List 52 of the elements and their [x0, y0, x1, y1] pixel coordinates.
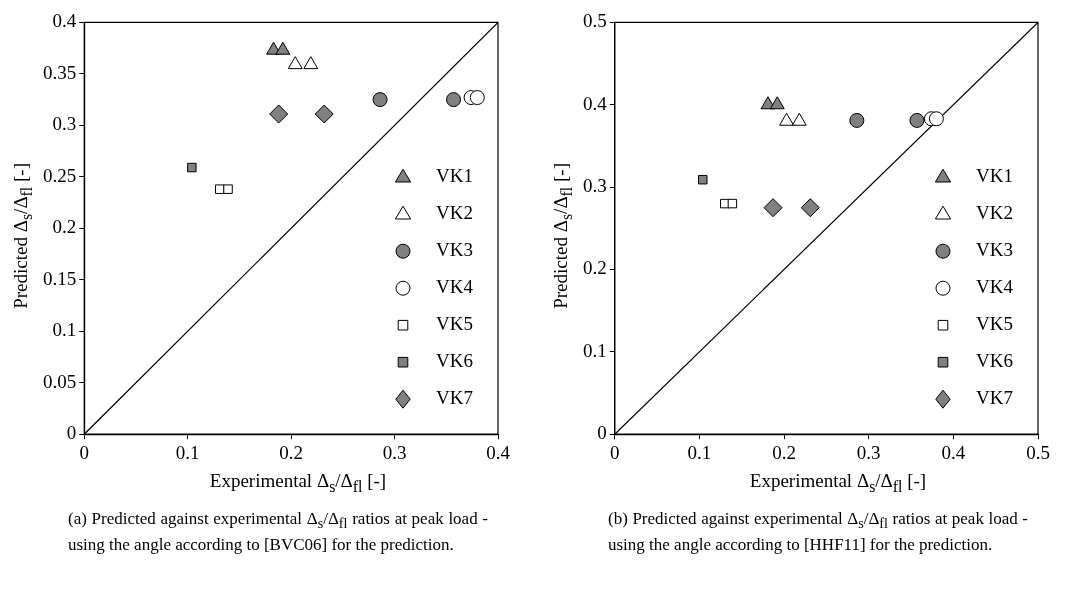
legend-label: VK1 [976, 165, 1013, 187]
y-tick-label: 0.3 [583, 175, 607, 197]
x-tick-label: 0.3 [382, 441, 407, 463]
y-tick-label: 0.35 [43, 61, 77, 83]
point [727, 198, 738, 209]
point [779, 112, 795, 126]
y-tick-label: 0.4 [52, 10, 77, 32]
legend-label: VK3 [436, 239, 473, 261]
y-tick-label: 0.05 [43, 370, 77, 392]
legend-label: VK4 [976, 276, 1014, 298]
point [769, 96, 785, 110]
y-tick-label: 0.25 [43, 164, 77, 186]
x-tick-label: 0.4 [486, 441, 511, 463]
legend-label: VK2 [976, 202, 1013, 224]
point [800, 198, 820, 218]
x-tick-label: 0.4 [941, 441, 966, 463]
text: (b) Predicted against experimental Δ$_{s}$/Δ$_{fl}$ ratios at peak load - using the angle according to [HHF11] for the prediction. [608, 508, 1028, 557]
y-tick-label: 0 [597, 422, 607, 444]
x-tick-label: 0.5 [1026, 441, 1050, 463]
x-tick-label: 0.1 [175, 441, 200, 463]
legend-label: VK7 [436, 387, 473, 409]
legend-label: VK4 [436, 276, 474, 298]
x-axis-title: Experimental Δ$_{s}$/Δ$_{fl}$ [-] [748, 470, 928, 496]
legend-label: VK5 [976, 313, 1013, 335]
x-tick-label: 0.1 [687, 441, 712, 463]
point [849, 112, 865, 128]
y-tick-label: 0.15 [43, 267, 77, 289]
y-tick-label: 0.3 [52, 113, 77, 135]
point [909, 112, 925, 128]
y-tick-label: 0.2 [583, 257, 607, 279]
y-tick-label: 0.2 [52, 216, 77, 238]
x-tick-label: 0.2 [772, 441, 796, 463]
text: (a) Predicted against experimental Δ$_{s}$/Δ$_{fl}$ ratios at peak load - using the angle according to [BVC06] for the prediction. [68, 508, 488, 557]
y-tick-label: 0.1 [583, 339, 607, 361]
legend-label: VK3 [976, 239, 1013, 261]
point [791, 112, 807, 126]
x-tick-label: 0.2 [279, 441, 303, 463]
y-tick-label: 0.5 [583, 10, 607, 32]
y-tick-label: 0.4 [583, 92, 608, 114]
legend-label: VK1 [436, 165, 473, 187]
point [763, 198, 783, 218]
y-tick-label: 0 [66, 422, 77, 444]
legend-label: VK6 [976, 350, 1013, 372]
x-axis-title: Experimental Δ$_{s}$/Δ$_{fl}$ [-] [208, 470, 388, 496]
point [698, 174, 708, 185]
point [928, 111, 944, 127]
legend-label: VK2 [436, 202, 473, 224]
legend-label: VK5 [436, 313, 473, 335]
legend-label: VK6 [436, 350, 473, 372]
legend-label: VK7 [976, 387, 1013, 409]
x-tick-label: 0.3 [856, 441, 881, 463]
y-tick-label: 0.1 [52, 319, 77, 341]
